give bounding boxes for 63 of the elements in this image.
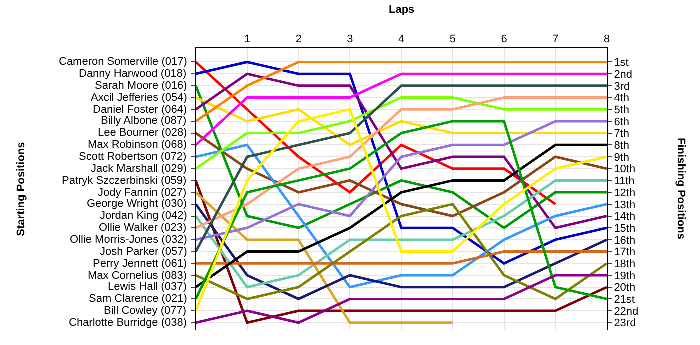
series-label: Max Cornelius (083) bbox=[88, 270, 188, 282]
x-tick-label: 2 bbox=[296, 34, 302, 46]
y-tick-label: 6th bbox=[614, 116, 630, 128]
y-tick-label: 5th bbox=[614, 104, 630, 116]
x-tick-label: 1 bbox=[244, 34, 250, 46]
line-series bbox=[196, 203, 607, 300]
line-series bbox=[196, 96, 607, 170]
y-tick-label: 21st bbox=[614, 294, 635, 306]
y-tick-label: 1st bbox=[614, 57, 629, 70]
y-tick-label: 20th bbox=[614, 282, 636, 294]
y-tick-label: 10th bbox=[614, 164, 636, 176]
y-tick-label: 14th bbox=[614, 211, 636, 224]
series-label: Lee Bourner (028) bbox=[98, 127, 188, 139]
line-series bbox=[196, 120, 607, 242]
series-label: Daniel Foster (064) bbox=[93, 104, 188, 116]
y-tick-label: 18th bbox=[614, 258, 636, 270]
line-series bbox=[196, 274, 607, 324]
text: Starting Positions bbox=[15, 142, 28, 236]
y-tick-label: 4th bbox=[614, 92, 630, 105]
series-label: Charlotte Burridge (038) bbox=[69, 317, 188, 329]
line-series bbox=[196, 132, 607, 218]
x-tick-label: 3 bbox=[347, 34, 354, 46]
series-label: Patryk Szczerbinski (059) bbox=[62, 175, 187, 187]
series-label: Perry Jennett (061) bbox=[93, 258, 188, 270]
x-axis-title: Laps bbox=[389, 4, 415, 16]
y-tick-label: 17th bbox=[614, 246, 636, 259]
series-label: Jordan King (042) bbox=[100, 210, 188, 222]
series-label: Cameron Somerville (017) bbox=[59, 56, 188, 68]
y-tick-label: 13th bbox=[614, 199, 636, 212]
series-label: George Wright (030) bbox=[87, 198, 188, 210]
series-label: Max Robinson (068) bbox=[88, 139, 188, 151]
y-tick-label: 3rd bbox=[614, 80, 630, 93]
y-tick-label: 9th bbox=[614, 152, 630, 164]
y-tick-label: 15th bbox=[614, 222, 636, 235]
series-label: Scott Robertson (072) bbox=[79, 151, 187, 163]
y-tick-label: 22nd bbox=[614, 306, 639, 318]
series-label: Jody Fannin (027) bbox=[98, 187, 187, 199]
y-tick-label: 7th bbox=[614, 128, 630, 140]
series-label: Jack Marshall (029) bbox=[91, 163, 187, 175]
series-label: Danny Harwood (018) bbox=[79, 68, 187, 80]
y-tick-label: 2nd bbox=[614, 68, 633, 81]
x-tick-label: 7 bbox=[552, 34, 559, 46]
series-label: Sarah Moore (016) bbox=[95, 80, 188, 92]
series-label: Ollie Morris-Jones (032) bbox=[70, 234, 188, 246]
series-label: Lewis Hall (037) bbox=[108, 281, 187, 293]
y-tick-label: 11th bbox=[614, 176, 635, 188]
y-tick-label: 23rd bbox=[614, 318, 636, 330]
series-label: Josh Parker (057) bbox=[100, 246, 188, 258]
series-label: Ollie Walker (023) bbox=[99, 222, 187, 234]
series-label: Bill Cowley (077) bbox=[104, 305, 187, 317]
y-tick-label: 8th bbox=[614, 140, 630, 152]
y-tick-label: 12th bbox=[614, 187, 636, 200]
series-label: Billy Albone (087) bbox=[101, 115, 187, 127]
y-tick-label: 19th bbox=[614, 270, 636, 282]
y-axis-title: Finishing Positions bbox=[674, 138, 687, 240]
line-series bbox=[196, 179, 607, 289]
series-label: Axcil Jefferies (054) bbox=[91, 92, 188, 104]
y-tick-label: 16th bbox=[614, 234, 636, 247]
x-tick-label: 6 bbox=[501, 34, 508, 46]
x-tick-label: 8 bbox=[604, 34, 610, 46]
x-tick-label: 5 bbox=[450, 34, 456, 46]
x-tick-label: 4 bbox=[398, 34, 405, 46]
series-label: Sam Clarence (021) bbox=[89, 293, 188, 305]
